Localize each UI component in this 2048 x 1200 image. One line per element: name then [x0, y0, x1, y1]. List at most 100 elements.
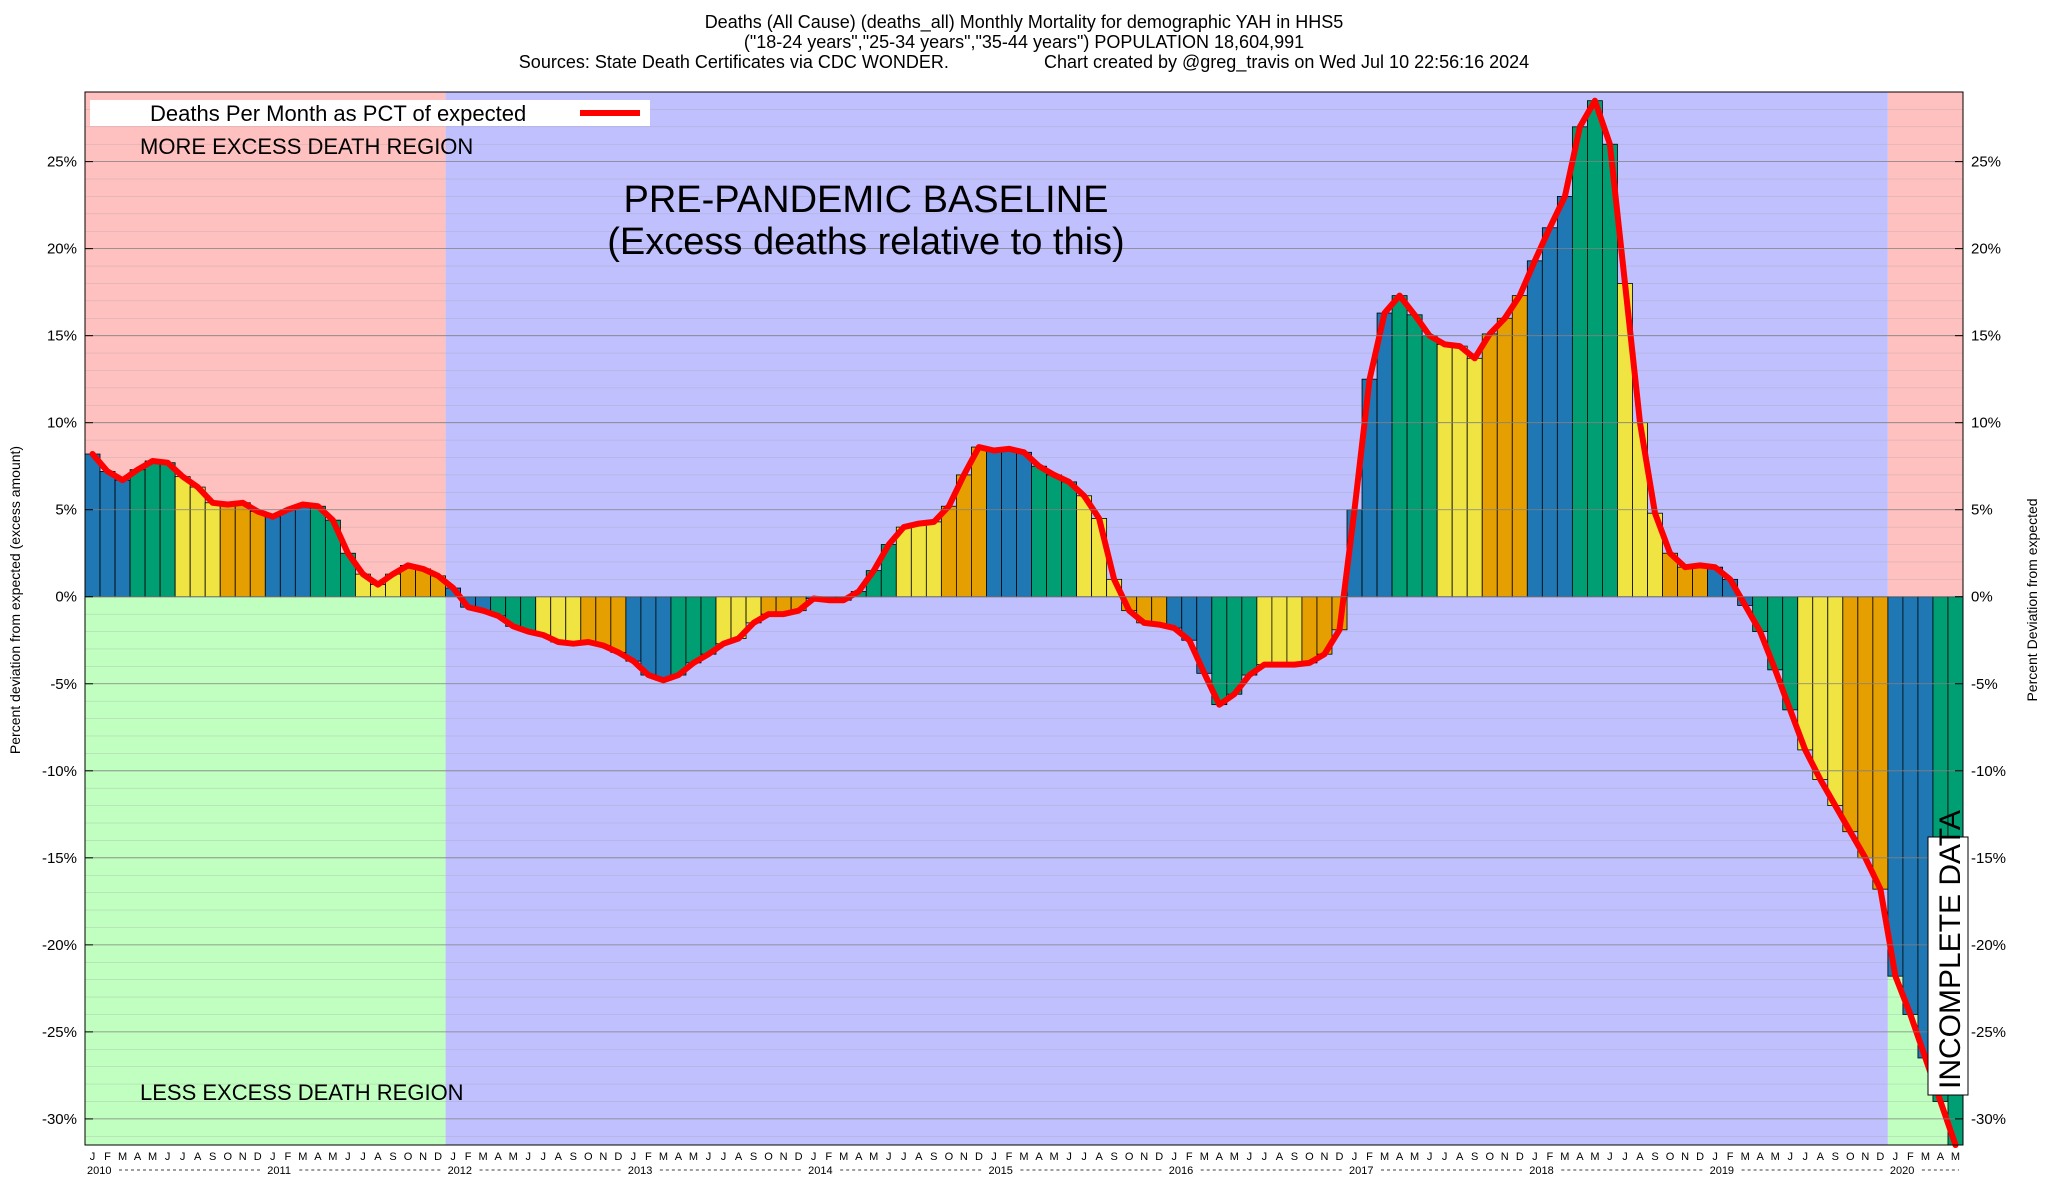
y-axis-label-left: Percent deviation from expected (excess …: [7, 446, 23, 754]
x-month-label: J: [901, 1151, 907, 1163]
x-month-label: A: [855, 1151, 863, 1163]
incomplete-data-label-text: INCOMPLETE DATA: [1934, 810, 1967, 1089]
legend-box: [90, 100, 650, 126]
y-tick-label-right: -5%: [1971, 676, 1998, 693]
bar: [1692, 565, 1708, 598]
x-month-label: M: [839, 1151, 848, 1163]
bar: [655, 596, 672, 681]
x-month-label: J: [1532, 1151, 1538, 1163]
x-month-label: A: [1276, 1151, 1284, 1163]
bar: [1511, 295, 1528, 598]
bar: [1872, 596, 1889, 890]
x-month-label: A: [374, 1151, 382, 1163]
bar: [1466, 357, 1483, 598]
bar: [114, 479, 131, 598]
bar: [685, 596, 702, 664]
x-month-label: M: [1019, 1151, 1028, 1163]
x-month-label: A: [494, 1151, 502, 1163]
bar: [1301, 596, 1318, 664]
y-tick-label-left: -10%: [42, 763, 77, 780]
x-month-label: A: [1035, 1151, 1043, 1163]
x-month-label: J: [1607, 1151, 1613, 1163]
x-month-label: J: [721, 1151, 727, 1163]
bar: [580, 596, 597, 643]
bar: [625, 596, 642, 662]
x-year-label: 2011: [267, 1165, 291, 1177]
y-tick-label-right: -10%: [1971, 763, 2006, 780]
x-month-label: N: [780, 1151, 788, 1163]
x-year-label: 2010: [87, 1165, 111, 1177]
bar: [1451, 345, 1468, 598]
x-month-label: S: [1471, 1151, 1478, 1163]
x-month-label: J: [1893, 1151, 1899, 1163]
x-month-label: A: [1576, 1151, 1584, 1163]
x-month-label: M: [1200, 1151, 1209, 1163]
bar: [1151, 596, 1168, 625]
x-month-label: F: [104, 1151, 111, 1163]
x-month-label: F: [825, 1151, 832, 1163]
x-month-label: M: [479, 1151, 488, 1163]
y-tick-label-left: -5%: [50, 676, 77, 693]
bar: [309, 505, 326, 598]
bar: [1241, 596, 1258, 676]
plot-border: [84, 91, 1964, 1146]
bar: [204, 502, 221, 598]
x-year-label: 2015: [988, 1165, 1012, 1177]
bar: [1677, 566, 1693, 598]
bar: [1812, 596, 1829, 780]
bar: [84, 453, 101, 598]
x-month-label: J: [1352, 1151, 1358, 1163]
y-tick-label-right: 25%: [1971, 154, 2001, 171]
x-month-label: J: [886, 1151, 892, 1163]
y-tick-label-left: -25%: [42, 1024, 77, 1041]
x-month-label: J: [450, 1151, 456, 1163]
x-month-label: M: [1230, 1151, 1239, 1163]
x-month-label: J: [1622, 1151, 1628, 1163]
x-month-label: J: [1081, 1151, 1087, 1163]
x-month-label: M: [1951, 1151, 1960, 1163]
x-month-label: J: [706, 1151, 712, 1163]
x-month-label: S: [1832, 1151, 1839, 1163]
x-year-label: 2020: [1890, 1165, 1914, 1177]
x-month-label: O: [404, 1151, 413, 1163]
x-month-label: A: [555, 1151, 563, 1163]
x-month-label: J: [1171, 1151, 1177, 1163]
incomplete-data-label-box: [1927, 836, 1969, 1096]
x-month-label: J: [1247, 1151, 1253, 1163]
bar: [1286, 596, 1303, 666]
y-tick-label-left: 20%: [47, 241, 77, 258]
x-month-label: M: [148, 1151, 157, 1163]
bar: [129, 469, 146, 598]
x-month-label: F: [1546, 1151, 1553, 1163]
bar: [1391, 295, 1408, 598]
y-axis-label-right: Percent Deviation from expected: [2024, 498, 2040, 701]
y-tick-label-left: 15%: [47, 328, 77, 345]
x-month-label: J: [540, 1151, 546, 1163]
x-year-label: 2017: [1349, 1165, 1373, 1177]
more-excess-region: [1887, 92, 1963, 597]
x-month-label: A: [1757, 1151, 1765, 1163]
x-month-label: J: [90, 1151, 96, 1163]
y-tick-label-right: -15%: [1971, 850, 2006, 867]
x-month-label: A: [675, 1151, 683, 1163]
x-month-label: M: [1921, 1151, 1930, 1163]
x-month-label: S: [570, 1151, 577, 1163]
x-month-label: M: [1741, 1151, 1750, 1163]
x-month-label: N: [1861, 1151, 1869, 1163]
x-month-label: A: [915, 1151, 923, 1163]
x-month-label: F: [1006, 1151, 1013, 1163]
x-month-label: O: [764, 1151, 773, 1163]
bar: [1902, 596, 1919, 1015]
x-month-label: S: [750, 1151, 757, 1163]
x-month-label: M: [1560, 1151, 1569, 1163]
x-month-label: D: [1516, 1151, 1524, 1163]
bar: [1376, 312, 1393, 598]
x-month-label: M: [1771, 1151, 1780, 1163]
y-tick-label-left: 5%: [55, 502, 77, 519]
bar: [234, 502, 251, 598]
y-tick-label-right: -25%: [1971, 1024, 2006, 1041]
bar: [1016, 451, 1032, 598]
x-month-label: S: [209, 1151, 216, 1163]
x-month-label: D: [254, 1151, 262, 1163]
bar: [1887, 596, 1904, 977]
